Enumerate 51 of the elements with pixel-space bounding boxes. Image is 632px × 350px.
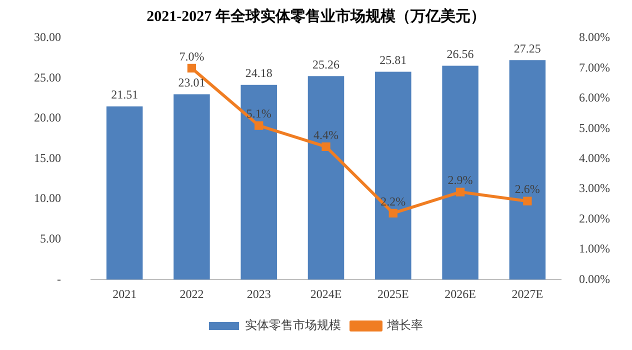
y2-tick-label: 5.00%	[579, 120, 610, 135]
point	[523, 196, 532, 206]
bar	[442, 66, 478, 280]
x-tick-label: 2024E	[310, 286, 342, 301]
data-label: 24.18	[245, 66, 272, 80]
data-label: 21.51	[111, 88, 138, 102]
data-label: 27.25	[514, 41, 541, 56]
bar	[375, 72, 412, 280]
y-tick-label: 30.00	[34, 30, 61, 44]
y2-tick-label: 8.00%	[579, 30, 610, 44]
x-tick-label: 2027E	[512, 286, 544, 301]
x-tick-label: 2021	[112, 286, 137, 301]
data-label: 2.6%	[514, 182, 540, 196]
point	[187, 64, 196, 73]
x-tick-label: 2025E	[377, 286, 409, 301]
x-tick-label: 2026E	[444, 286, 476, 301]
y2-tick-label: 0.00%	[579, 272, 610, 286]
bar	[509, 60, 546, 280]
y-tick-label: 5.00	[40, 231, 61, 246]
bar	[308, 76, 344, 280]
point	[322, 142, 330, 152]
y2-tick-label: 7.00%	[579, 60, 610, 74]
y2-tick-label: 2.00%	[579, 211, 610, 226]
y-tick-label: -	[57, 272, 61, 286]
legend-label: 增长率	[386, 318, 423, 332]
y-tick-label: 25.00	[34, 70, 61, 84]
point	[456, 188, 465, 196]
bar	[240, 84, 277, 280]
data-label: 7.0%	[179, 49, 204, 64]
y2-tick-label: 3.00%	[579, 181, 610, 196]
data-label: 4.4%	[314, 128, 338, 142]
point	[388, 208, 398, 218]
legend-label: 实体零售市场规模	[245, 318, 341, 332]
y-tick-label: 10.00	[34, 191, 61, 206]
point	[254, 121, 264, 130]
data-label: 26.56	[446, 46, 474, 61]
data-label: 25.81	[380, 52, 407, 67]
y-tick-label: 20.00	[34, 110, 61, 125]
x-tick-label: 2023	[246, 286, 271, 301]
y2-tick-label: 1.00%	[579, 242, 610, 256]
chart-title: 2021-2027 年全球实体零售业市场规模（万亿美元）	[146, 6, 486, 25]
y-tick-label: 15.00	[34, 150, 61, 165]
data-label: 25.26	[312, 57, 340, 72]
y2-tick-label: 4.00%	[579, 150, 610, 165]
data-label: 5.1%	[246, 106, 272, 121]
bar	[106, 106, 143, 280]
data-label: 23.01	[178, 75, 206, 90]
y2-tick-label: 6.00%	[579, 90, 610, 105]
bar	[174, 94, 210, 280]
data-label: 2.9%	[448, 173, 473, 188]
x-tick-label: 2022	[180, 286, 204, 301]
